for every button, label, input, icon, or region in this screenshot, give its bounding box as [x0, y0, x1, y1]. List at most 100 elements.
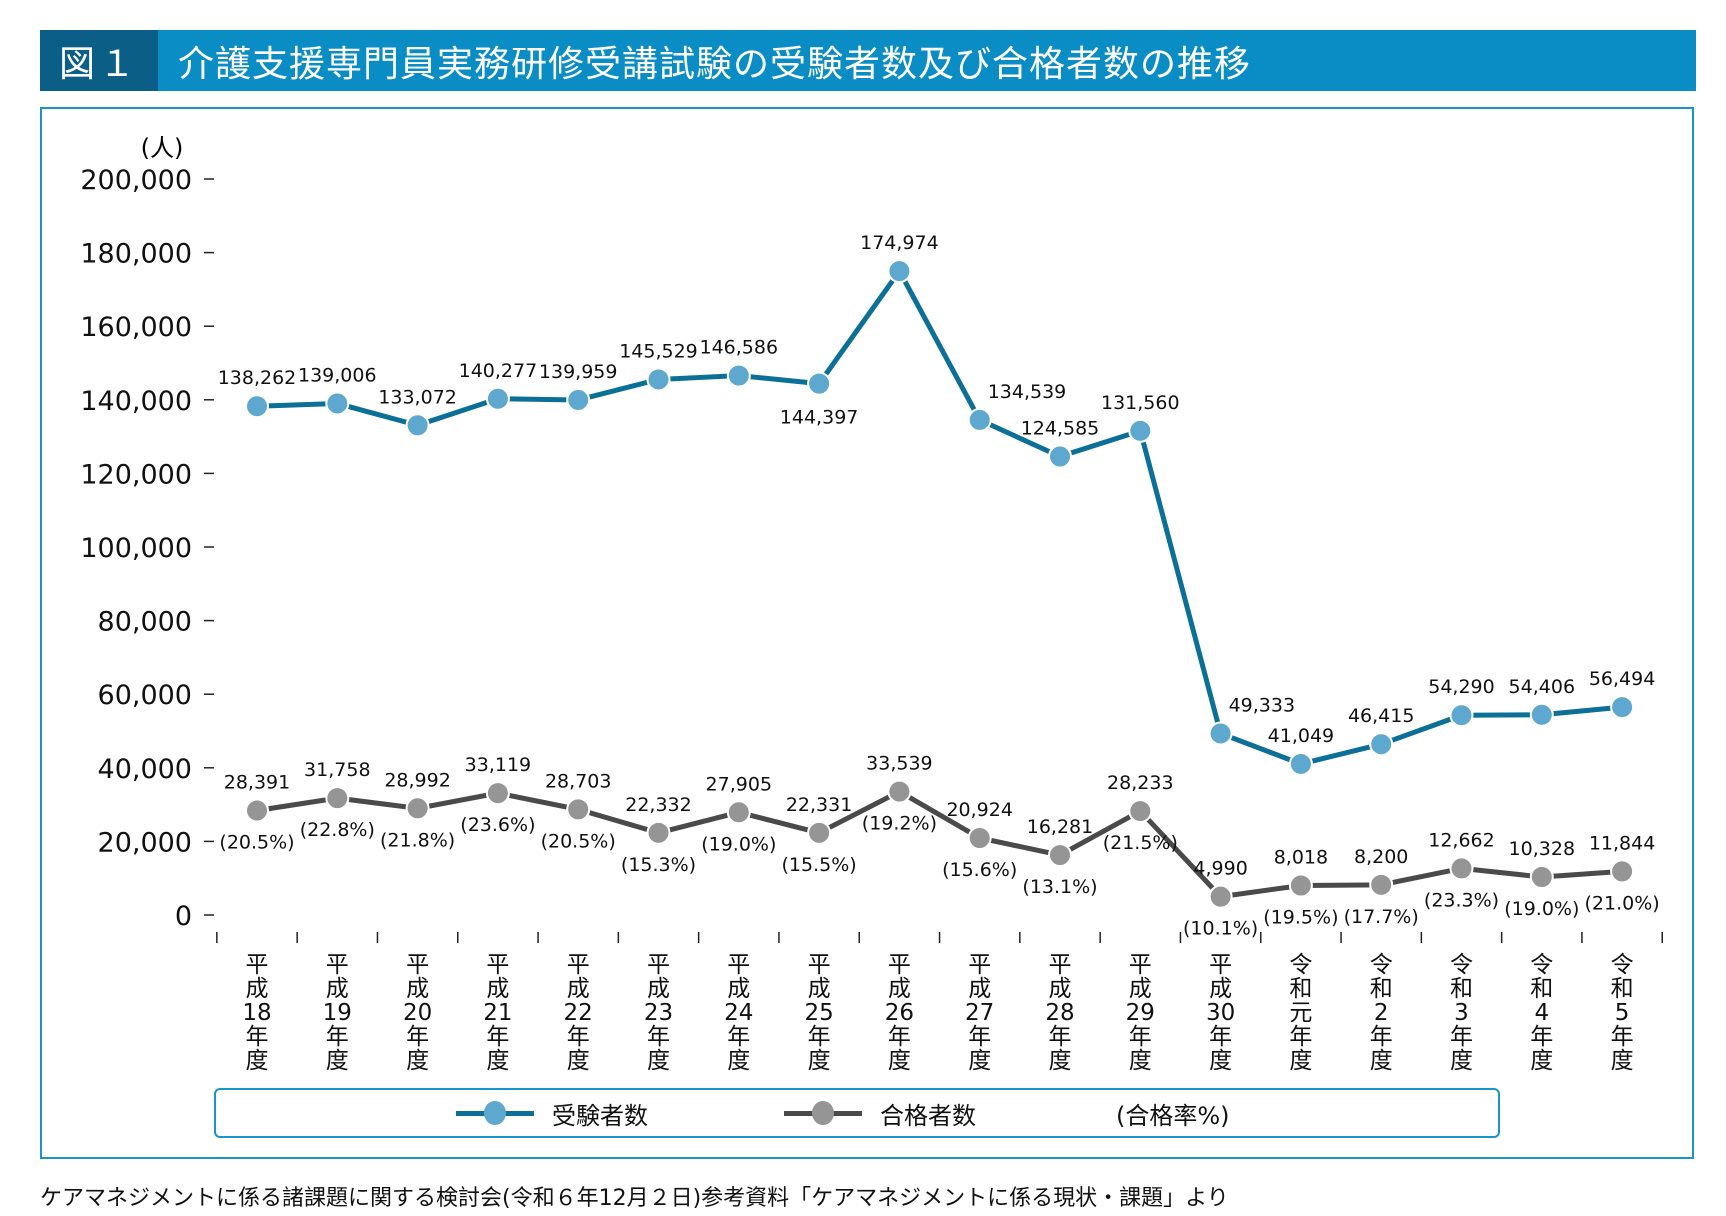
y-tick-label: 180,000 — [80, 239, 192, 270]
pass-rate-label: (19.0%) — [701, 833, 776, 855]
examinees-data-label: 134,539 — [988, 381, 1067, 403]
x-tick-label-part: 成 — [406, 976, 429, 1002]
x-tick-label-part: 年 — [888, 1024, 911, 1050]
passers-marker — [967, 825, 992, 850]
x-tick-label-part: 平 — [1049, 952, 1072, 978]
x-tick-label-part: 度 — [888, 1048, 911, 1074]
x-tick-label-part: 年 — [486, 1024, 509, 1050]
x-tick-label-part: 年 — [808, 1024, 831, 1050]
examinees-marker — [807, 371, 832, 396]
legend-item-passers: 合格者数 — [784, 1096, 976, 1131]
x-tick-label-part: 度 — [727, 1048, 750, 1074]
examinees-data-label: 49,333 — [1229, 694, 1295, 716]
x-tick-label-part: 20 — [403, 1000, 432, 1026]
circle-marker-icon — [812, 1101, 834, 1125]
x-tick-label-part: 度 — [1129, 1048, 1152, 1074]
x-tick-label-part: 年 — [1450, 1024, 1473, 1050]
x-tick-label-part: 4 — [1534, 1000, 1549, 1026]
x-tick-label-part: 年 — [1611, 1024, 1634, 1050]
passers-data-label: 10,328 — [1509, 838, 1575, 860]
passers-marker — [1288, 873, 1313, 898]
x-tick-label-part: 度 — [1611, 1048, 1634, 1074]
examinees-data-label: 133,072 — [378, 386, 457, 408]
examinees-marker — [1128, 418, 1153, 443]
passers-marker — [405, 796, 430, 821]
examinees-data-label: 54,406 — [1509, 676, 1575, 698]
x-tick-label-part: 成 — [808, 976, 831, 1002]
x-tick-label-part: 度 — [246, 1048, 269, 1074]
x-tick-label-part: 平 — [808, 952, 831, 978]
examinees-marker — [646, 367, 671, 392]
x-tick-label-part: 元 — [1289, 1000, 1312, 1026]
circle-marker-icon — [484, 1101, 506, 1125]
y-tick-label: 80,000 — [98, 607, 192, 638]
x-tick-label-part: 年 — [1370, 1024, 1393, 1050]
examinees-data-label: 146,586 — [700, 337, 779, 359]
passers-marker — [1449, 856, 1474, 881]
x-tick-label-part: 21 — [483, 1000, 512, 1026]
y-tick-label: 20,000 — [98, 827, 192, 858]
x-tick-label-part: 28 — [1045, 1000, 1074, 1026]
y-tick-label: 100,000 — [80, 533, 192, 564]
pass-rate-label: (21.5%) — [1103, 832, 1178, 854]
x-tick-label-part: 平 — [246, 952, 269, 978]
examinees-data-label: 46,415 — [1348, 705, 1414, 727]
x-tick-label-part: 和 — [1611, 976, 1634, 1002]
y-tick-label: 160,000 — [80, 312, 192, 343]
examinees-marker — [405, 413, 430, 438]
x-tick-label-part: 平 — [888, 952, 911, 978]
pass-rate-label: (10.1%) — [1183, 918, 1258, 940]
passers-marker — [1369, 872, 1394, 897]
examinees-marker — [1369, 732, 1394, 757]
x-tick-label-part: 年 — [1530, 1024, 1553, 1050]
passers-data-label: 28,992 — [384, 769, 450, 791]
x-tick-label-part: 成 — [1209, 976, 1232, 1002]
legend-swatch-passers — [784, 1101, 862, 1125]
passers-data-label: 28,391 — [224, 772, 290, 794]
y-axis-unit-label: (人) — [141, 134, 184, 162]
examinees-data-label: 140,277 — [459, 360, 538, 382]
passers-marker — [726, 800, 751, 825]
x-tick-label-part: 度 — [647, 1048, 670, 1074]
pass-rate-label: (19.0%) — [1504, 898, 1579, 920]
x-tick-label-part: 成 — [1129, 976, 1152, 1002]
x-axis: 平成18年度平成19年度平成20年度平成21年度平成22年度平成23年度平成24… — [216, 932, 1663, 1074]
x-tick-label-part: 年 — [246, 1024, 269, 1050]
examinees-marker — [1048, 444, 1072, 469]
examinees-data-label: 41,049 — [1268, 725, 1334, 747]
x-tick-label-part: 5 — [1615, 1000, 1630, 1026]
examinees-data-label: 56,494 — [1589, 668, 1655, 690]
x-tick-label-part: 度 — [1209, 1048, 1232, 1074]
passers-data-label: 16,281 — [1027, 816, 1093, 838]
passers-marker — [1128, 799, 1153, 824]
passers-data-label: 31,758 — [304, 759, 370, 781]
y-tick-label: 60,000 — [98, 680, 192, 711]
x-tick-label-part: 度 — [486, 1048, 509, 1074]
x-tick-label-part: 25 — [804, 1000, 833, 1026]
figure-title-bar: 図１ 介護支援専門員実務研修受講試験の受験者数及び合格者数の推移 — [40, 30, 1696, 91]
x-tick-label-part: 19 — [323, 1000, 352, 1026]
x-tick-label-part: 成 — [486, 976, 509, 1002]
examinees-data-label: 138,262 — [218, 367, 297, 389]
legend: 受験者数 合格者数 (合格率%) — [214, 1088, 1500, 1138]
examinees-data-label: 139,006 — [298, 364, 377, 386]
passers-data-label: 4,990 — [1193, 858, 1247, 880]
pass-rate-label: (19.5%) — [1263, 906, 1338, 928]
x-tick-label-part: 令 — [1450, 952, 1473, 978]
x-tick-label-part: 度 — [1450, 1048, 1473, 1074]
examinees-marker — [967, 407, 992, 432]
x-tick-label-part: 和 — [1450, 976, 1473, 1002]
x-tick-label-part: 度 — [1049, 1048, 1072, 1074]
examinees-marker — [1449, 703, 1474, 728]
legend-item-examinees: 受験者数 — [456, 1096, 648, 1131]
x-tick-label-part: 成 — [647, 976, 670, 1002]
